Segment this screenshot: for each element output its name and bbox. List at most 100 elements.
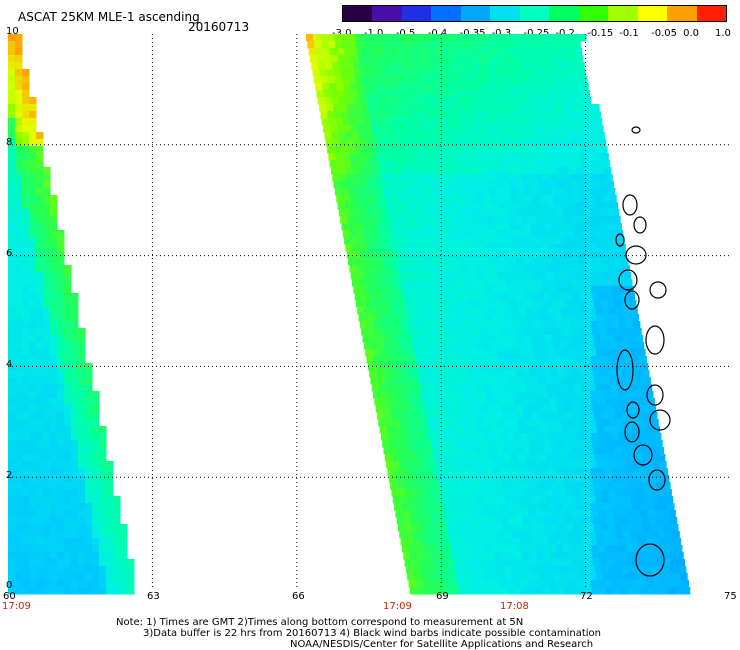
- swath-cell: [400, 538, 409, 546]
- swath-cell: [393, 426, 402, 434]
- swath-cell: [505, 167, 514, 175]
- swath-cell: [640, 398, 648, 406]
- swath-cell: [36, 195, 44, 203]
- swath-cell: [85, 489, 93, 497]
- swath-cell: [479, 510, 487, 518]
- swath-cell: [607, 188, 616, 196]
- swath-cell: [450, 391, 458, 399]
- swath-cell: [522, 181, 531, 189]
- swath-cell: [446, 34, 454, 42]
- swath-cell: [471, 545, 480, 553]
- swath-cell: [580, 566, 589, 574]
- swath-cell: [516, 447, 525, 455]
- swath-cell: [643, 454, 652, 462]
- swath-cell: [385, 307, 393, 315]
- colorbar-cell: [608, 6, 638, 21]
- swath-cell: [454, 342, 463, 350]
- swath-cell: [447, 265, 455, 273]
- swath-cell: [50, 265, 58, 273]
- swath-cell: [499, 545, 508, 553]
- swath-cell: [8, 62, 16, 70]
- swath-cell: [22, 356, 30, 364]
- swath-cell: [580, 377, 588, 385]
- swath-cell: [446, 146, 454, 154]
- swath-cell: [384, 265, 392, 273]
- swath-cell: [92, 573, 100, 581]
- swath-cell: [43, 489, 51, 497]
- swath-cell: [364, 272, 373, 280]
- swath-cell: [454, 230, 463, 238]
- swath-cell: [8, 517, 16, 525]
- swath-cell: [92, 454, 100, 462]
- swath-cell: [540, 314, 549, 322]
- swath-cell: [589, 279, 598, 287]
- swath-cell: [607, 524, 616, 532]
- atoll-outline: [615, 233, 625, 247]
- swath-cell: [8, 496, 16, 504]
- swath-cell: [488, 300, 497, 308]
- swath-cell: [29, 230, 37, 238]
- swath-cell: [593, 111, 601, 119]
- swath-cell: [50, 538, 58, 546]
- swath-cell: [395, 363, 404, 371]
- swath-cell: [555, 503, 563, 511]
- swath-cell: [381, 363, 390, 371]
- swath-cell: [377, 230, 386, 238]
- swath-cell: [625, 433, 634, 441]
- swath-cell: [92, 587, 100, 595]
- swath-cell: [436, 356, 444, 364]
- swath-cell: [327, 146, 335, 154]
- swath-cell: [464, 580, 472, 588]
- swath-cell: [8, 531, 16, 539]
- swath-cell: [22, 559, 30, 567]
- swath-cell: [509, 300, 518, 308]
- swath-cell: [497, 384, 506, 392]
- swath-cell: [415, 132, 423, 140]
- swath-cell: [428, 90, 437, 98]
- swath-cell: [509, 34, 517, 42]
- swath-cell: [635, 482, 643, 490]
- swath-cell: [22, 181, 30, 189]
- swath-cell: [632, 545, 641, 553]
- swath-cell: [653, 580, 661, 588]
- swath-cell: [472, 475, 481, 483]
- swath-cell: [509, 482, 517, 490]
- swath-cell: [567, 419, 575, 427]
- swath-cell: [29, 237, 37, 245]
- swath-cell: [499, 132, 507, 140]
- swath-cell: [549, 363, 558, 371]
- swath-cell: [493, 139, 502, 147]
- swath-cell: [561, 349, 569, 357]
- swath-cell: [492, 97, 501, 105]
- swath-cell: [596, 426, 605, 434]
- swath-cell: [527, 97, 536, 105]
- swath-cell: [8, 503, 16, 511]
- swath-cell: [395, 251, 404, 259]
- swath-cell: [22, 482, 30, 490]
- swath-cell: [348, 188, 357, 196]
- swath-cell: [344, 237, 352, 245]
- swath-cell: [396, 328, 404, 336]
- swath-cell: [29, 188, 37, 196]
- swath-cell: [573, 118, 582, 126]
- swath-cell: [481, 370, 489, 378]
- swath-cell: [628, 300, 637, 308]
- swath-cell: [15, 482, 23, 490]
- swath-cell: [403, 405, 412, 413]
- swath-cell: [516, 258, 524, 266]
- swath-cell: [472, 510, 480, 518]
- swath-cell: [64, 363, 72, 371]
- swath-cell: [400, 55, 409, 63]
- swath-cell: [442, 279, 451, 287]
- swath-cell: [99, 552, 107, 560]
- swath-cell: [504, 307, 512, 315]
- swath-cell: [78, 531, 86, 539]
- swath-cell: [372, 90, 381, 98]
- swath-cell: [515, 293, 524, 301]
- swath-cell: [484, 426, 493, 434]
- swath-cell: [85, 538, 93, 546]
- swath-cell: [360, 139, 369, 147]
- swath-cell: [530, 559, 539, 567]
- swath-cell: [577, 363, 586, 371]
- swath-cell: [421, 90, 430, 98]
